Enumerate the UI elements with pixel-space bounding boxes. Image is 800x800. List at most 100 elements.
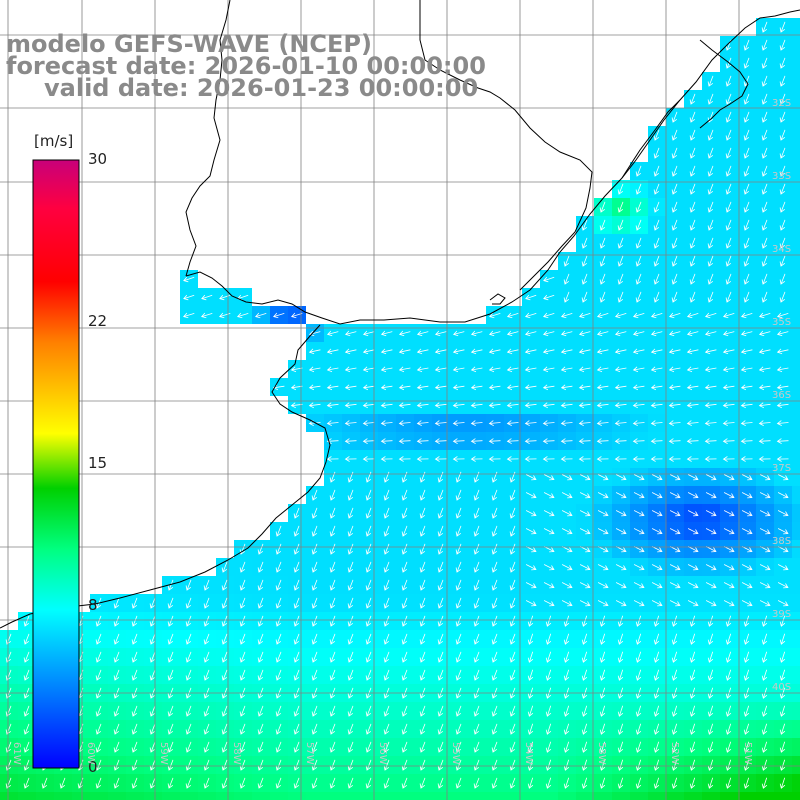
wind-speed-cell (792, 378, 800, 396)
wind-arrow (311, 615, 318, 627)
wind-arrow (23, 651, 30, 663)
wind-arrow (203, 633, 210, 645)
wind-arrow (167, 705, 174, 717)
wind-arrow (653, 615, 660, 627)
wind-arrow (635, 237, 642, 249)
coastline-atlantic-south (0, 324, 331, 629)
wind-arrow (617, 615, 624, 627)
wind-speed-cell (792, 180, 800, 198)
wind-arrow (563, 615, 570, 627)
wind-arrow (653, 237, 660, 249)
wind-arrow (311, 543, 318, 555)
wind-arrow (275, 525, 282, 537)
wind-arrow (545, 615, 552, 627)
wind-arrow (581, 255, 588, 267)
wind-arrow (131, 777, 138, 789)
wind-arrow (560, 330, 573, 337)
wind-arrow (668, 330, 681, 337)
wind-arrow (416, 420, 429, 426)
wind-arrow (761, 57, 768, 69)
wind-arrow (167, 759, 174, 771)
lon-label-56W: 56W (377, 742, 388, 765)
wind-arrow (617, 273, 624, 285)
wind-arrow (434, 330, 447, 337)
wind-arrow (723, 582, 735, 589)
wind-arrow (149, 651, 156, 663)
wind-arrow (437, 723, 444, 735)
wind-arrow (311, 525, 318, 537)
wind-arrow (293, 615, 300, 627)
wind-arrow (311, 633, 318, 645)
wind-arrow (131, 651, 138, 663)
wind-arrow (455, 759, 462, 771)
wind-speed-cell (576, 792, 594, 800)
wind-arrow (563, 777, 570, 789)
wind-arrow (635, 633, 642, 645)
wind-arrow (185, 615, 192, 627)
wind-arrow (113, 633, 120, 645)
wind-arrow (650, 384, 663, 391)
wind-arrow (597, 582, 609, 589)
wind-arrow (687, 492, 699, 499)
wind-arrow (579, 474, 591, 481)
wind-arrow (617, 291, 624, 303)
lon-label-52W: 52W (669, 742, 680, 765)
wind-arrow (113, 741, 120, 753)
wind-arrow (398, 384, 411, 391)
wind-arrow (506, 330, 519, 337)
wind-arrow (347, 597, 354, 609)
wind-arrow (311, 777, 318, 789)
wind-arrow (380, 438, 393, 444)
wind-arrow (365, 489, 372, 501)
wind-arrow (491, 561, 498, 573)
wind-arrow (707, 129, 714, 141)
wind-speed-cell (54, 792, 72, 800)
wind-arrow (398, 330, 411, 337)
wind-arrow (257, 615, 264, 627)
wind-arrow (632, 366, 645, 373)
wind-arrow (491, 489, 498, 501)
wind-arrow (759, 528, 771, 535)
wind-arrow (758, 456, 771, 462)
wind-arrow (509, 615, 516, 627)
coastline-lagoon-north (699, 39, 749, 129)
wind-speed-cell (792, 522, 800, 540)
wind-arrow (543, 474, 555, 481)
wind-arrow (650, 456, 663, 462)
wind-arrow (491, 705, 498, 717)
wind-arrow (581, 777, 588, 789)
wind-arrow (599, 219, 606, 231)
wind-arrow (239, 597, 246, 609)
wind-arrow (779, 165, 786, 177)
wind-arrow (311, 597, 318, 609)
wind-arrow (704, 402, 717, 409)
wind-arrow (455, 579, 462, 591)
wind-arrow (725, 201, 732, 213)
wind-arrow (524, 348, 537, 355)
lon-label-54W: 54W (523, 742, 534, 765)
wind-arrow (725, 291, 732, 303)
wind-arrow (344, 402, 357, 409)
wind-arrow (725, 237, 732, 249)
wind-arrow (401, 723, 408, 735)
wind-arrow (707, 741, 714, 753)
wind-arrow (401, 669, 408, 681)
wind-arrow (311, 489, 318, 501)
lat-label-38S: 38S (772, 536, 792, 547)
wind-arrow (653, 255, 660, 267)
lat-label-36S: 36S (772, 390, 792, 401)
wind-arrow (167, 633, 174, 645)
wind-arrow (743, 669, 750, 681)
wind-arrow (761, 237, 768, 249)
wind-arrow (185, 723, 192, 735)
wind-arrow (671, 615, 678, 627)
wind-arrow (344, 420, 357, 426)
border-argentina-uruguay (185, 0, 231, 277)
wind-arrow (614, 456, 627, 462)
wind-arrow (617, 255, 624, 267)
wind-arrow (455, 615, 462, 627)
wind-arrow (671, 669, 678, 681)
wind-arrow (687, 510, 699, 517)
wind-speed-cell (792, 144, 800, 162)
wind-arrow (113, 705, 120, 717)
